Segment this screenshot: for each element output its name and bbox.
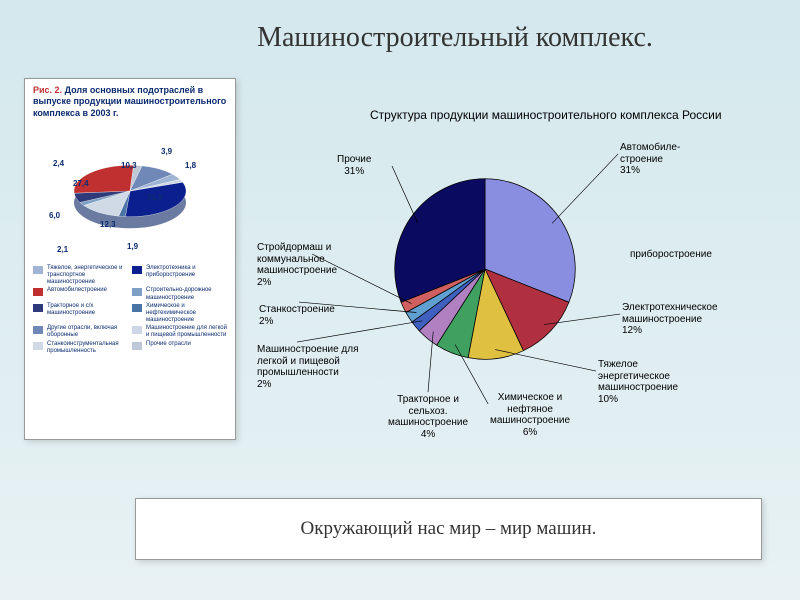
pie-label-chem: Химическое и нефтяное машиностроение 6% (490, 392, 570, 438)
main-pie-chart (390, 174, 580, 364)
left-panel: Рис. 2. Доля основных подотраслей в выпу… (24, 78, 236, 440)
legend-swatch (33, 288, 43, 296)
leader-heavy (495, 350, 596, 371)
legend-swatch (132, 326, 142, 334)
left-legend-item-1: Электротехника и приборостроение (132, 265, 227, 287)
legend-swatch (132, 266, 142, 274)
leader-auto (552, 154, 618, 223)
left-legend-item-8: Станкоинструментальная промышленность (33, 341, 128, 355)
left-pie-label-4: 6,0 (49, 211, 60, 220)
leader-other (392, 166, 418, 223)
legend-swatch (132, 288, 142, 296)
pie-label-heavy: Тяжелое энергетическое машиностроение 10… (598, 359, 678, 405)
left-pie-label-8: 3,9 (161, 147, 172, 156)
bottom-caption: Окружающий нас мир – мир машин. (135, 498, 762, 560)
legend-text: Станкоинструментальная промышленность (47, 341, 128, 355)
pie-label-road: Стройдормаш и коммунальное машиностроени… (257, 242, 337, 288)
left-legend-item-0: Тяжелое, энергетическое и транспортное м… (33, 265, 128, 287)
legend-swatch (132, 342, 142, 350)
pie-label-electro: Электротехническое машиностроение 12% (622, 302, 718, 337)
left-pie-label-1: 1,9 (127, 242, 138, 251)
pie-label-auto: Автомобиле- строение 31% (620, 142, 680, 177)
legend-text: Машиностроение для легкой и пищевой пром… (146, 325, 227, 339)
pie-label-tractor: Тракторное и сельхоз. машиностроение 4% (388, 394, 468, 440)
left-legend-item-2: Автомобилестроение (33, 287, 128, 301)
left-legend-item-3: Строительно-дорожное машиностроение (132, 287, 227, 301)
legend-text: Строительно-дорожное машиностроение (146, 287, 227, 301)
left-pie-wrap: 31,9 1,9 12,3 2,1 6,0 27,4 2,4 10,3 3,9 1,8 (25, 121, 235, 261)
legend-text: Тракторное и с/х машиностроение (47, 303, 128, 317)
legend-swatch (33, 304, 43, 312)
left-pie-label-6: 2,4 (53, 159, 64, 168)
left-pie-label-9: 1,8 (185, 161, 196, 170)
left-legend-item-7: Машиностроение для легкой и пищевой пром… (132, 325, 227, 339)
legend-text: Автомобилестроение (47, 287, 107, 294)
legend-text: Прочие отрасли (146, 341, 191, 348)
pie-label-instr: приборостроение (630, 249, 712, 261)
legend-swatch (33, 326, 43, 334)
legend-swatch (132, 304, 142, 312)
left-pie-label-0: 31,9 (147, 193, 163, 202)
pie-label-machine: Станкостроение 2% (259, 304, 335, 327)
legend-swatch (33, 266, 43, 274)
left-legend-item-4: Тракторное и с/х машиностроение (33, 303, 128, 325)
legend-text: Другие отрасли, включая оборонные (47, 325, 128, 339)
pie-label-other: Прочие 31% (337, 154, 371, 177)
legend-swatch (33, 342, 43, 350)
legend-text: Электротехника и приборостроение (146, 265, 227, 279)
legend-text: Тяжелое, энергетическое и транспортное м… (47, 265, 128, 287)
main-chart-title: Структура продукции машиностроительного … (370, 108, 722, 122)
left-legend-item-5: Химическое и нефтехимическое машинострое… (132, 303, 227, 325)
left-legend-item-9: Прочие отрасли (132, 341, 227, 355)
left-legend-item-6: Другие отрасли, включая оборонные (33, 325, 128, 339)
left-pie-label-2: 12,3 (100, 220, 116, 229)
left-legend: Тяжелое, энергетическое и транспортное м… (25, 261, 235, 363)
page-title: Машиностроительный комплекс. (0, 0, 800, 54)
left-heading-prefix: Рис. 2. (33, 85, 65, 95)
left-pie-label-5: 27,4 (73, 179, 89, 188)
left-panel-heading: Рис. 2. Доля основных подотраслей в выпу… (25, 79, 235, 121)
pie-label-light: Машиностроение для легкой и пищевой пром… (257, 344, 359, 390)
left-pie-chart (60, 146, 200, 236)
caption-text: Окружающий нас мир – мир машин. (301, 518, 597, 540)
content-area: Структура продукции машиностроительного … (0, 54, 800, 574)
legend-text: Химическое и нефтехимическое машинострое… (146, 303, 227, 325)
left-pie-label-7: 10,3 (121, 161, 137, 170)
left-pie-label-3: 2,1 (57, 245, 68, 254)
